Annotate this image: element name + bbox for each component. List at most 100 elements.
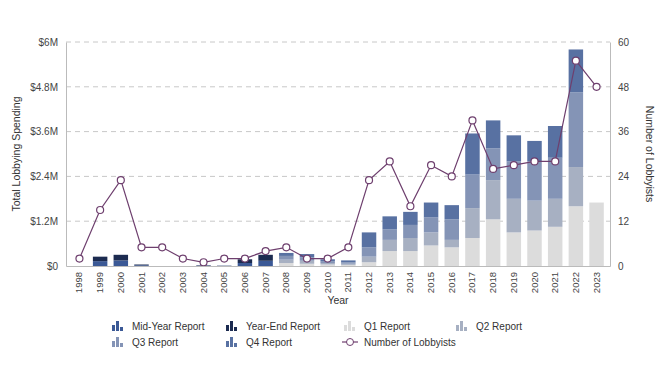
bar	[382, 240, 396, 251]
bar	[72, 266, 86, 267]
bar	[507, 135, 521, 161]
tick-label: 1998	[73, 272, 84, 293]
marker	[159, 244, 166, 251]
legend-label: Year-End Report	[246, 321, 320, 332]
tick-label: 2021	[549, 272, 560, 293]
marker	[324, 255, 331, 262]
legend-swatch	[226, 341, 229, 347]
tick: $4.8M	[30, 82, 66, 93]
tick: 1998	[73, 266, 84, 293]
marker	[572, 57, 579, 64]
tick: 2002	[156, 266, 167, 293]
bar	[507, 232, 521, 266]
bar	[569, 167, 583, 206]
tick-label: $3.6M	[30, 126, 58, 137]
legend-swatch	[112, 341, 115, 347]
bar	[93, 261, 107, 266]
line	[79, 61, 596, 263]
x-axis-title: Year	[327, 294, 349, 306]
bar	[341, 264, 355, 265]
marker	[76, 255, 83, 262]
marker	[448, 173, 455, 180]
bar	[362, 262, 376, 266]
bar	[445, 247, 459, 266]
legend-label: Q3 Report	[132, 337, 178, 348]
tick: 2004	[198, 266, 209, 293]
tick: 2006	[239, 266, 250, 293]
tick: 2001	[136, 266, 147, 293]
tick: 2012	[363, 266, 374, 293]
bar	[548, 126, 562, 158]
tick: 2023	[591, 266, 602, 293]
tick: 2010	[322, 266, 333, 293]
tick: $6M	[39, 37, 66, 48]
bar	[445, 240, 459, 247]
legend-swatch	[348, 321, 351, 331]
legend-swatch	[120, 343, 123, 347]
tick: 2021	[549, 266, 560, 293]
x-axis: 1998199920002001200220032004200520062007…	[67, 266, 611, 293]
bar	[155, 266, 169, 267]
tick: 2000	[115, 266, 126, 293]
tick: 2003	[177, 266, 188, 293]
bar	[341, 265, 355, 266]
bar	[134, 264, 148, 266]
bar	[424, 245, 438, 266]
legend-swatch	[347, 339, 354, 346]
bar	[465, 208, 479, 238]
marker	[593, 83, 600, 90]
bar	[424, 232, 438, 245]
tick: 2016	[446, 266, 457, 293]
bar	[176, 266, 190, 267]
legend-item: Year-End Report	[226, 321, 320, 332]
tick: $0	[47, 261, 66, 272]
legend-item: Mid-Year Report	[112, 321, 205, 332]
bar	[362, 232, 376, 247]
bar	[320, 263, 334, 264]
bar	[486, 148, 500, 180]
axis-line	[610, 43, 611, 267]
tick-label: 2000	[115, 272, 126, 293]
legend-label: Q2 Report	[476, 321, 522, 332]
tick: 36	[610, 126, 630, 137]
bar	[548, 158, 562, 199]
bar-series	[279, 49, 583, 262]
bar	[465, 175, 479, 209]
legend-swatch	[456, 325, 459, 331]
bar-series	[279, 92, 583, 263]
tick-label: $1.2M	[30, 216, 58, 227]
tick-label: 2014	[404, 272, 415, 293]
bar	[403, 212, 417, 225]
bar	[569, 92, 583, 167]
bar	[362, 247, 376, 256]
tick: $3.6M	[30, 126, 66, 137]
marker	[97, 207, 104, 214]
bar	[445, 219, 459, 240]
bar	[114, 260, 128, 266]
marker	[117, 177, 124, 184]
bar	[279, 253, 293, 256]
tick-label: 2012	[363, 272, 374, 293]
grid	[66, 42, 610, 221]
tick-label: 2007	[260, 272, 271, 293]
bar	[465, 238, 479, 266]
tick: 2019	[508, 266, 519, 293]
bar	[279, 256, 293, 260]
marker	[428, 162, 435, 169]
bar	[465, 133, 479, 174]
legend-label: Q1 Report	[364, 321, 410, 332]
legend-swatch	[234, 327, 237, 331]
bar	[300, 264, 314, 266]
legend-swatch	[234, 343, 237, 347]
legend-swatch	[460, 321, 463, 331]
bar	[424, 217, 438, 232]
bar	[382, 251, 396, 266]
legend-swatch	[352, 327, 355, 331]
tick-label: 2018	[487, 272, 498, 293]
tick-label: 2002	[156, 272, 167, 293]
marker	[138, 244, 145, 251]
bar	[548, 227, 562, 266]
legend-swatch	[226, 325, 229, 331]
legend-swatch	[116, 321, 119, 331]
legend-item: Q3 Report	[112, 337, 178, 348]
